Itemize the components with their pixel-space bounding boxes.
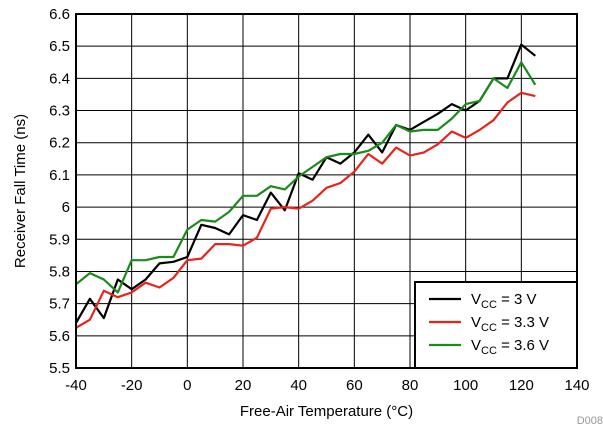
y-axis-label: Receiver Fall Time (ns)	[12, 114, 29, 268]
y-tick-labels: 5.5 5.6 5.7 5.8 5.9 6 6.1 6.2 6.3 6.4 6.5 6.6	[49, 6, 70, 377]
y-tick-label: 6.6	[49, 6, 70, 23]
y-tick-label: 6.3	[49, 103, 70, 120]
y-tick-label: 6.5	[49, 38, 70, 55]
x-tick-label: -40	[65, 377, 87, 394]
y-tick-label: 6.4	[49, 70, 70, 87]
x-tick-label: 140	[564, 377, 589, 394]
y-tick-label: 6.1	[49, 167, 70, 184]
x-tick-label: 100	[453, 377, 478, 394]
x-tick-label: -20	[121, 377, 143, 394]
y-tick-label: 5.5	[49, 360, 70, 377]
x-tick-label: 120	[509, 377, 534, 394]
x-tick-label: 20	[235, 377, 252, 394]
y-tick-label: 6.2	[49, 135, 70, 152]
y-tick-label: 6	[62, 199, 70, 216]
x-tick-label: 80	[402, 377, 419, 394]
y-tick-label: 5.6	[49, 328, 70, 345]
x-tick-label: 0	[183, 377, 191, 394]
x-tick-labels: -40 -20 0 20 40 60 80 100 120 140	[65, 377, 589, 394]
figure-id: D008	[577, 415, 603, 426]
x-tick-label: 60	[346, 377, 363, 394]
y-tick-label: 5.8	[49, 263, 70, 280]
x-tick-label: 40	[290, 377, 307, 394]
y-tick-label: 5.7	[49, 296, 70, 313]
y-tick-label: 5.9	[49, 231, 70, 248]
x-axis-label: Free-Air Temperature (°C)	[240, 403, 413, 420]
